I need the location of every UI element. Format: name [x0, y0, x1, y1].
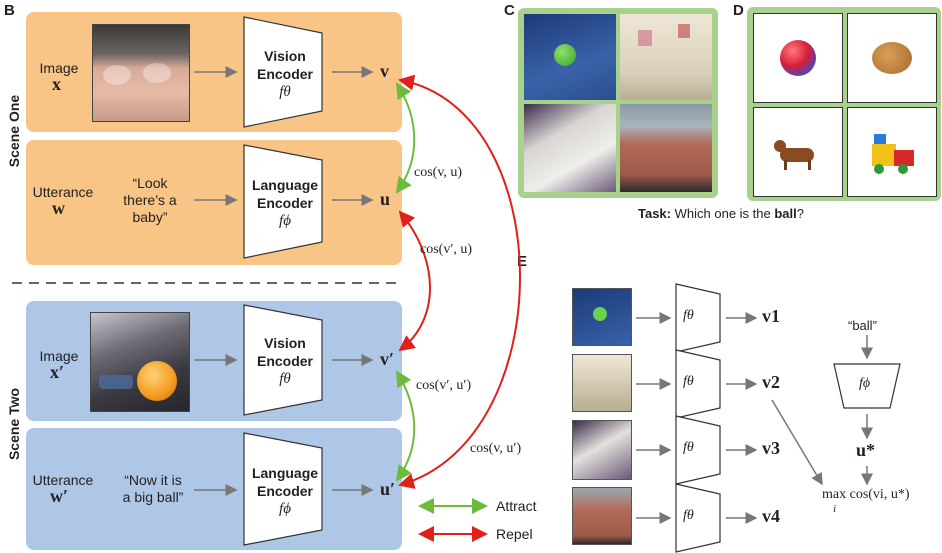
scene-two-output-v: v′: [380, 349, 395, 369]
encoder-line-1: Language: [251, 177, 319, 193]
scene-two-image-panel: [26, 301, 402, 421]
encoder-line-2: Encoder: [256, 66, 313, 82]
scene-two-language-encoder: [243, 432, 323, 546]
scene-two-vision-encoder-label: Vision Encoder fθ: [248, 334, 322, 388]
e-output-v1: v1: [762, 306, 780, 326]
scene-one-vision-encoder: [243, 16, 323, 128]
attract-arrow-scene-one: [395, 82, 416, 194]
scene-two-image-var: x′: [50, 362, 65, 382]
utterance-line-2: there’s a: [123, 192, 177, 208]
cos-vprime-uprime-label: cos(v′, u′): [416, 378, 472, 393]
scene-two-image-label: Image: [39, 348, 79, 364]
e-output-v2: v2: [762, 372, 780, 392]
repel-arrow-v-uprime: [398, 74, 521, 489]
encoder-line-1: Language: [251, 465, 319, 481]
legend-attract-label: Attract: [496, 498, 537, 514]
e-query-text: “ball”: [848, 318, 877, 333]
e-thumb-cat: [572, 420, 632, 480]
e-thumb-ball: [572, 288, 632, 346]
e-f-theta-2: fθ: [683, 374, 694, 389]
object-card-toy-train[interactable]: [847, 107, 937, 197]
scene-one-language-encoder-label: Language Encoder fϕ: [246, 176, 324, 230]
scene-one-image-label: Image: [39, 60, 79, 76]
e-thumb-patio: [572, 487, 632, 545]
ball-photo: [90, 312, 190, 412]
e-f-theta-1: fθ: [683, 308, 694, 323]
encoder-line-2: Encoder: [256, 483, 313, 499]
scene-one-utterance-var: w: [52, 198, 65, 218]
panel-label-d: D: [733, 2, 744, 19]
task-target-word: ball: [774, 206, 797, 221]
e-max-subscript: i: [833, 503, 837, 515]
scene-two-utterance-var: w′: [50, 486, 69, 506]
legend-repel-label: Repel: [496, 526, 533, 542]
utterance-line-3: baby”: [132, 209, 168, 225]
scene-two-utterance-label: Utterance: [32, 472, 94, 488]
panel-label-b: B: [4, 2, 15, 19]
encoder-function: fθ: [279, 371, 291, 387]
panel-label-c: C: [504, 2, 515, 19]
encoder-line-1: Vision: [264, 48, 306, 64]
panel-c-grid: [518, 8, 718, 198]
scene-one-utterance-text: “Look there’s a baby”: [110, 175, 190, 226]
grid-image-patio: [620, 104, 712, 192]
cos-vprime-u-label: cos(v′, u): [420, 242, 473, 257]
scene-one-language-encoder: [243, 144, 323, 259]
scene-two-utterance-text: “Now it is a big ball”: [108, 472, 198, 506]
e-f-phi: fϕ: [859, 376, 871, 391]
encoder-line-2: Encoder: [256, 353, 313, 369]
baby-photo: [92, 24, 190, 122]
panel-d-grid: [747, 7, 941, 201]
task-prefix: Task:: [638, 206, 671, 221]
e-f-theta-4: fθ: [683, 508, 694, 523]
encoder-function: fθ: [279, 84, 291, 100]
e-output-v3: v3: [762, 438, 780, 458]
e-output-v4: v4: [762, 506, 780, 526]
scene-divider: [12, 282, 402, 284]
scene-two-vision-encoder: [243, 304, 323, 416]
object-card-cookie[interactable]: [847, 13, 937, 103]
scene-one-utterance-panel: [26, 140, 402, 265]
utterance-line-1: “Now it is: [124, 472, 182, 488]
scene-one-image-var: x: [52, 74, 61, 94]
scene-one-vision-encoder-label: Vision Encoder fθ: [248, 47, 322, 101]
panel-b-diagram: [194, 16, 521, 546]
object-card-dog[interactable]: [753, 107, 843, 197]
cos-v-uprime-label: cos(v, u′): [470, 441, 522, 456]
panel-label-e: E: [517, 253, 528, 270]
scene-one-utterance-label: Utterance: [32, 184, 94, 200]
task-question: Which one is the: [674, 206, 771, 221]
attract-arrow-scene-two: [395, 370, 416, 482]
panel-e-diagram: [636, 283, 901, 553]
grid-image-ball-on-blue: [524, 14, 616, 100]
grid-image-cat: [524, 104, 616, 192]
cos-v-u-label: cos(v, u): [414, 165, 463, 180]
encoder-function: fϕ: [279, 501, 291, 517]
scene-two-utterance-panel: [26, 428, 402, 550]
scene-one-output-u: u: [380, 189, 391, 209]
e-u-star: u*: [856, 440, 876, 460]
e-max-expression: max cos(vi, u*): [822, 487, 910, 502]
repel-arrow-vprime-u: [398, 210, 431, 352]
encoder-function: fϕ: [279, 213, 291, 229]
e-f-theta-3: fθ: [683, 440, 694, 455]
scene-one-output-v: v: [380, 61, 389, 81]
scene-two-language-encoder-label: Language Encoder fϕ: [246, 464, 324, 518]
encoder-line-1: Vision: [264, 335, 306, 351]
grid-image-crib: [620, 14, 712, 100]
task-text: Task: Which one is the ball?: [638, 206, 804, 221]
utterance-line-1: “Look: [132, 175, 168, 191]
object-card-ball[interactable]: [753, 13, 843, 103]
task-question-end: ?: [796, 206, 804, 221]
utterance-line-2: a big ball”: [122, 489, 184, 505]
encoder-line-2: Encoder: [256, 195, 313, 211]
e-thumb-crib: [572, 354, 632, 412]
scene-two-output-u: u′: [380, 479, 396, 499]
